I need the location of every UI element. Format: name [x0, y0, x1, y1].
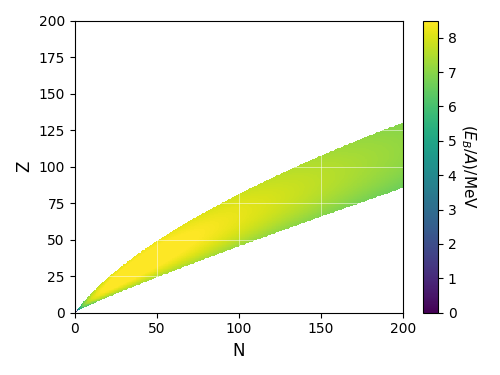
X-axis label: N: N	[232, 342, 245, 360]
Y-axis label: $(E_B/A)$/MeV: $(E_B/A)$/MeV	[459, 124, 477, 209]
Y-axis label: Z: Z	[15, 161, 33, 172]
